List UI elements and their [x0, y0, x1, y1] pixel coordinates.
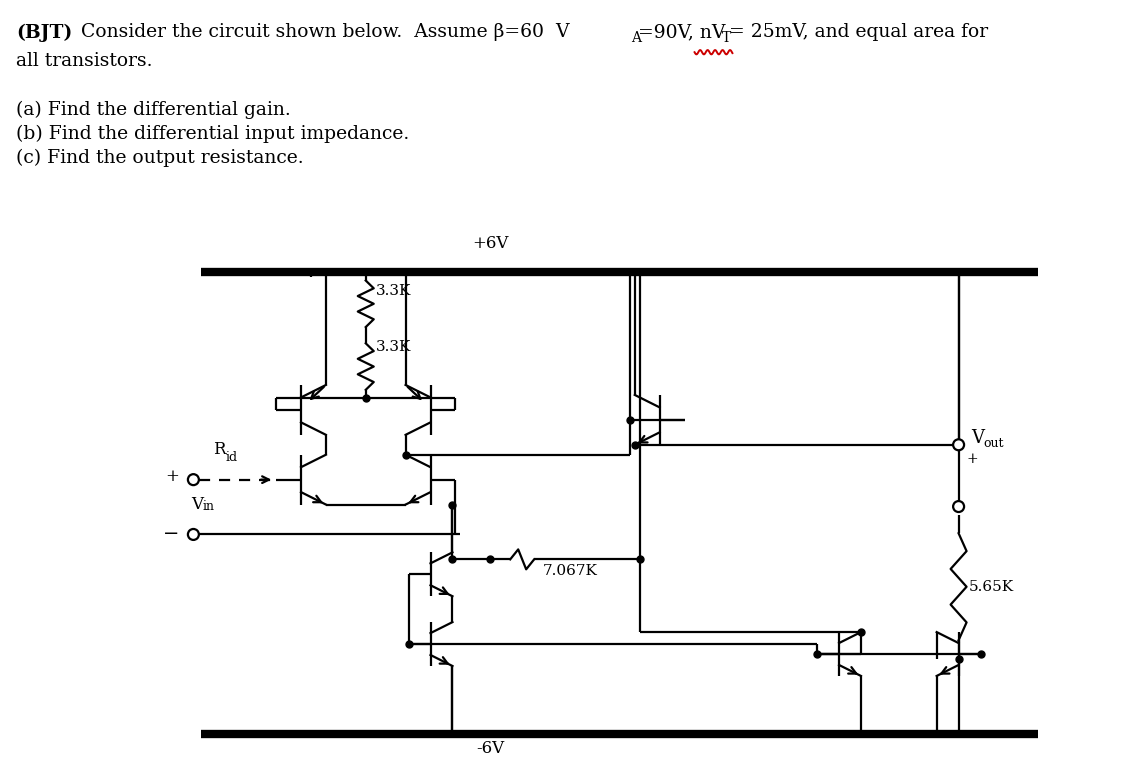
Circle shape [188, 474, 199, 485]
Text: V: V [971, 429, 985, 447]
Text: T: T [721, 31, 731, 45]
Text: +: + [165, 468, 179, 485]
Circle shape [953, 439, 964, 450]
Text: out: out [984, 437, 1004, 450]
Circle shape [188, 529, 199, 540]
Text: in: in [202, 499, 215, 512]
Text: id: id [225, 450, 238, 463]
Text: 3.3K: 3.3K [375, 284, 411, 299]
Text: = 25mV, and equal area for: = 25mV, and equal area for [729, 23, 988, 41]
Text: V: V [192, 496, 203, 512]
Text: −: − [163, 525, 179, 543]
Text: R: R [214, 440, 226, 458]
Text: (b) Find the differential input impedance.: (b) Find the differential input impedanc… [16, 125, 410, 143]
Text: 7.067K: 7.067K [543, 565, 597, 578]
Circle shape [953, 501, 964, 512]
Text: (a) Find the differential gain.: (a) Find the differential gain. [16, 101, 290, 119]
Text: (BJT): (BJT) [16, 23, 72, 41]
Text: 5.65K: 5.65K [969, 580, 1014, 594]
Text: Consider the circuit shown below.  Assume β=60  V: Consider the circuit shown below. Assume… [75, 23, 569, 41]
Text: 3.3K: 3.3K [375, 340, 411, 354]
Text: (c) Find the output resistance.: (c) Find the output resistance. [16, 149, 304, 167]
Text: =90V, nV: =90V, nV [638, 23, 726, 41]
Text: -6V: -6V [476, 740, 504, 757]
Text: all transistors.: all transistors. [16, 52, 153, 70]
Text: +6V: +6V [472, 235, 509, 253]
Text: A: A [630, 31, 641, 45]
Text: +: + [967, 452, 978, 466]
